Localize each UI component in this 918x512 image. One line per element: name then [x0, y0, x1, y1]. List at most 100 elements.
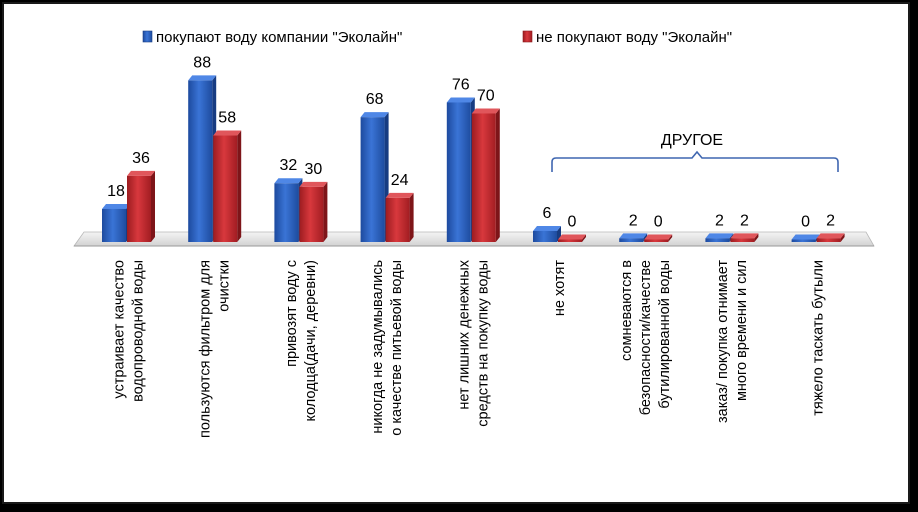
bar-side [151, 170, 155, 242]
legend-item-series-1: покупают воду компании "Эколайн" [142, 29, 402, 46]
bar-side [237, 130, 242, 242]
bar-red-3 [385, 192, 414, 242]
category-labels-group: устраивает качество водопроводной воды пол… [112, 259, 827, 438]
bar-front [274, 183, 299, 242]
other-bracket: ДРУГОЕ [551, 132, 839, 172]
data-label-blue-7: 2 [715, 212, 724, 229]
category-label-line: никогда не задумывались [370, 260, 386, 434]
category-label-line: сомневаются в [619, 260, 635, 361]
legend-swatch-red [522, 30, 533, 43]
category-label-line: средств на покупку воды [475, 260, 491, 427]
category-label-line: заказ/ покупка отнимает [715, 260, 731, 423]
category-label-5: не хотят [552, 260, 568, 316]
bar-side [840, 233, 845, 242]
legend-label-series-1: покупают воду компании "Эколайн" [156, 29, 402, 46]
category-label-1: пользуются фильтром для очистки [198, 260, 233, 438]
bars-group [102, 75, 845, 243]
category-label-line: тяжело таскать бутыли [811, 260, 827, 416]
bar-front [385, 197, 410, 242]
bar-top [619, 233, 648, 239]
data-label-red-2: 30 [305, 161, 323, 178]
bar-front [533, 230, 557, 242]
bar-red-5 [558, 234, 586, 242]
bar-top [385, 192, 414, 198]
bar-front [644, 239, 669, 242]
bar-top [274, 178, 303, 184]
category-label-line: безопасности/качестве [638, 260, 654, 415]
bar-front [446, 102, 471, 243]
category-label-3: никогда не задумывались о качестве питьев… [370, 260, 405, 436]
bar-top [188, 75, 217, 81]
data-label-red-3: 24 [391, 172, 409, 189]
data-label-red-5: 0 [568, 214, 577, 231]
category-label-line: много времени и сил [734, 260, 750, 401]
category-label-line: колодца(дачи, деревни) [303, 260, 319, 422]
bar-top [644, 234, 673, 240]
category-label-line: устраивает качество [112, 260, 128, 399]
bar-side [409, 192, 414, 242]
bar-red-7 [730, 233, 759, 242]
data-label-blue-3: 68 [366, 91, 384, 108]
bar-red-8 [816, 233, 845, 242]
bracket-line [551, 150, 839, 172]
legend-item-series-2: не покупают воду "Эколайн" [522, 29, 732, 46]
other-annotation: ДРУГОЕ [661, 132, 723, 149]
data-label-red-8: 2 [826, 212, 835, 229]
legend-swatch-blue [142, 30, 153, 43]
category-label-line: нет лишних денежных [456, 259, 472, 409]
bar-side [495, 108, 500, 242]
category-label-4: нет лишних денежных средств на покупку во… [456, 259, 491, 426]
category-label-line: привозят воду с [284, 260, 300, 367]
bar-red-2 [299, 181, 328, 242]
category-label-8: тяжело таскать бутыли [811, 260, 827, 416]
bar-front [127, 175, 151, 242]
bar-side [582, 234, 586, 242]
category-label-7: заказ/ покупка отнимает много времени и с… [715, 260, 750, 423]
category-label-line: водопроводной воды [131, 260, 147, 402]
bar-top [471, 108, 500, 114]
bar-side [754, 233, 759, 242]
category-label-line: бутилированной воды [657, 260, 673, 409]
data-label-blue-8: 0 [801, 214, 810, 231]
bar-front [730, 238, 755, 242]
data-label-blue-2: 32 [280, 157, 298, 174]
data-label-red-1: 58 [218, 110, 236, 127]
bar-blue-4 [446, 97, 475, 243]
category-label-line: о качестве питьевой воды [389, 260, 405, 436]
bar-blue-5 [533, 225, 561, 242]
bar-blue-1 [188, 75, 217, 242]
category-label-line: не хотят [552, 260, 568, 316]
bar-blue-3 [360, 112, 389, 242]
category-label-line: очистки [217, 260, 233, 312]
bar-front [213, 135, 238, 242]
bar-red-6 [644, 234, 673, 242]
bar-top [730, 233, 759, 239]
data-label-red-4: 70 [477, 87, 495, 104]
bar-front [471, 113, 496, 242]
chart-frame: покупают воду компании "Эколайн" не поку… [2, 2, 910, 504]
category-label-2: привозят воду с колодца(дачи, деревни) [284, 260, 319, 422]
data-label-blue-6: 2 [629, 212, 638, 229]
bar-front [558, 239, 582, 242]
data-label-blue-5: 6 [543, 205, 552, 222]
bar-front [102, 208, 126, 242]
bar-front [791, 239, 816, 242]
bar-red-0 [127, 170, 155, 242]
category-label-0: устраивает качество водопроводной воды [112, 260, 147, 402]
bar-front [299, 186, 324, 242]
bar-top [213, 130, 242, 136]
bar-blue-2 [274, 178, 303, 242]
legend: покупают воду компании "Эколайн" не поку… [142, 29, 732, 46]
bar-blue-7 [705, 233, 734, 242]
bar-top [533, 225, 561, 231]
bar-blue-6 [619, 233, 648, 242]
data-label-red-7: 2 [740, 212, 749, 229]
data-label-blue-0: 18 [107, 183, 125, 200]
bar-red-4 [471, 108, 500, 242]
data-label-blue-4: 76 [452, 76, 470, 93]
data-label-red-6: 0 [654, 214, 663, 231]
bar-top [127, 170, 155, 176]
bar-front [619, 238, 644, 242]
bar-top [816, 233, 845, 239]
